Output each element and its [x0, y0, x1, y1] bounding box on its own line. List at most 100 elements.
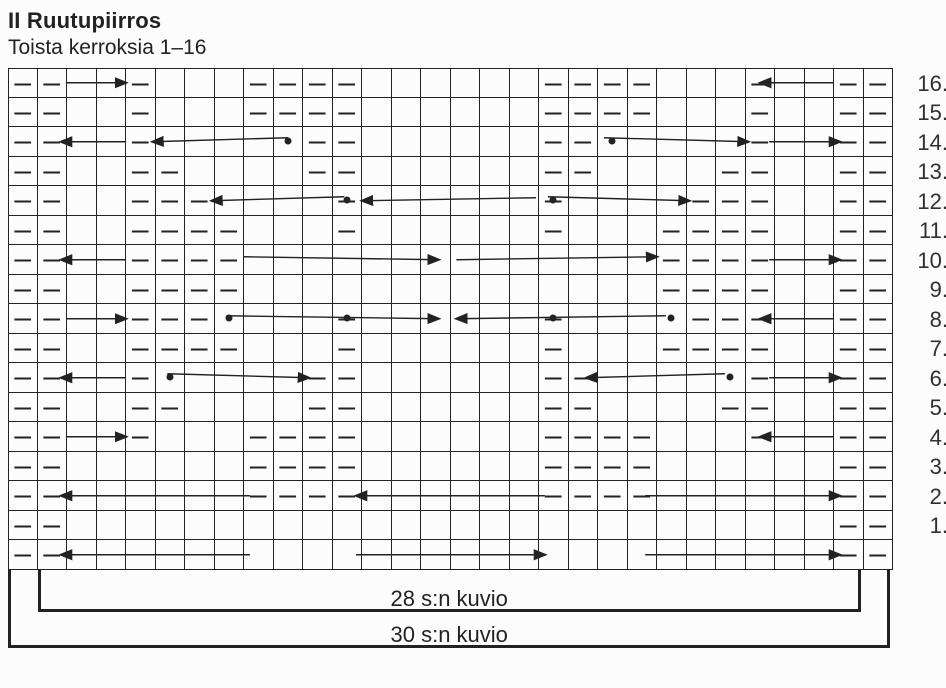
grid-cell [392, 275, 422, 305]
grid-cell [451, 363, 481, 393]
grid-cell [274, 157, 304, 187]
grid-cell [687, 127, 717, 157]
grid-cell [716, 452, 746, 482]
grid-cell: – [598, 422, 628, 452]
grid-cell [97, 186, 127, 216]
grid-cell: – [539, 157, 569, 187]
bracket-label: 30 s:n kuvio [391, 622, 508, 648]
grid-cell [657, 452, 687, 482]
grid-cell: – [38, 363, 68, 393]
grid-cell [451, 186, 481, 216]
grid-cell [362, 481, 392, 511]
grid-cell: – [746, 275, 776, 305]
grid-cell: – [156, 275, 186, 305]
grid-cell [333, 511, 363, 541]
grid-cell [775, 245, 805, 275]
grid-cell [775, 511, 805, 541]
grid-cell [392, 186, 422, 216]
grid-cell: – [864, 334, 894, 364]
grid-cell: – [598, 481, 628, 511]
grid-cell: – [8, 422, 38, 452]
grid-cell [421, 452, 451, 482]
grid-cell: – [539, 363, 569, 393]
grid-cell [97, 422, 127, 452]
grid-cell: – [38, 393, 68, 423]
grid-cell: – [864, 68, 894, 98]
grid-cell: – [716, 186, 746, 216]
row-number: 16. [898, 71, 946, 97]
grid-cell [185, 511, 215, 541]
row-number: 6. [898, 366, 946, 392]
grid-cell [215, 304, 245, 334]
grid-cell [805, 245, 835, 275]
grid-cell [746, 452, 776, 482]
grid-cell: – [864, 186, 894, 216]
grid-cell [392, 540, 422, 570]
grid-cell: – [126, 98, 156, 128]
grid-cell [805, 216, 835, 246]
grid-cell [215, 186, 245, 216]
grid-cell [67, 275, 97, 305]
dot-symbol [225, 315, 232, 322]
grid-cell: – [244, 68, 274, 98]
grid-cell [421, 540, 451, 570]
grid-cell [97, 304, 127, 334]
grid-cell [274, 127, 304, 157]
grid-cell: – [628, 422, 658, 452]
grid-cell: – [746, 393, 776, 423]
grid-cell [244, 540, 274, 570]
grid-cell: – [185, 304, 215, 334]
grid-cell [392, 68, 422, 98]
grid-cell: – [126, 245, 156, 275]
grid-cell: – [38, 245, 68, 275]
dot-symbol [343, 315, 350, 322]
grid-cell: – [38, 511, 68, 541]
grid-cell [775, 481, 805, 511]
grid-cell [805, 334, 835, 364]
grid-cell: – [746, 127, 776, 157]
grid-cell [392, 363, 422, 393]
grid-cell: – [687, 275, 717, 305]
grid-cell: – [185, 275, 215, 305]
grid-cell: – [834, 481, 864, 511]
grid-row: –––––––––––– [8, 393, 893, 423]
grid-cell: – [746, 422, 776, 452]
grid-cell: – [864, 245, 894, 275]
grid-cell [244, 393, 274, 423]
grid-cell [805, 304, 835, 334]
grid-cell [510, 157, 540, 187]
grid-cell [451, 422, 481, 452]
grid-cell [244, 127, 274, 157]
grid-cell: – [303, 98, 333, 128]
grid-cell [657, 98, 687, 128]
grid-cell: – [185, 245, 215, 275]
grid-cell: – [38, 540, 68, 570]
grid-cell: – [569, 452, 599, 482]
grid-cell: – [864, 216, 894, 246]
grid-cell [451, 68, 481, 98]
grid-cell [67, 68, 97, 98]
grid-cell: – [38, 304, 68, 334]
grid-cell: – [126, 127, 156, 157]
grid-cell [480, 186, 510, 216]
dot-symbol [343, 197, 350, 204]
grid-cell: – [864, 98, 894, 128]
grid-cell [539, 245, 569, 275]
grid-cell [510, 422, 540, 452]
grid-cell [156, 363, 186, 393]
grid-cell [392, 452, 422, 482]
grid-cell: – [244, 481, 274, 511]
grid-row: –––––––––––– [8, 275, 893, 305]
grid-cell [362, 127, 392, 157]
grid-cell [421, 275, 451, 305]
grid-cell: – [834, 393, 864, 423]
row-number: 14. [898, 130, 946, 156]
grid-cell: – [569, 157, 599, 187]
grid-cell: – [569, 481, 599, 511]
grid-cell [687, 363, 717, 393]
grid-cell: – [834, 452, 864, 482]
grid-cell: – [569, 68, 599, 98]
grid-cell: – [539, 98, 569, 128]
grid-cell [421, 422, 451, 452]
grid-cell [510, 363, 540, 393]
